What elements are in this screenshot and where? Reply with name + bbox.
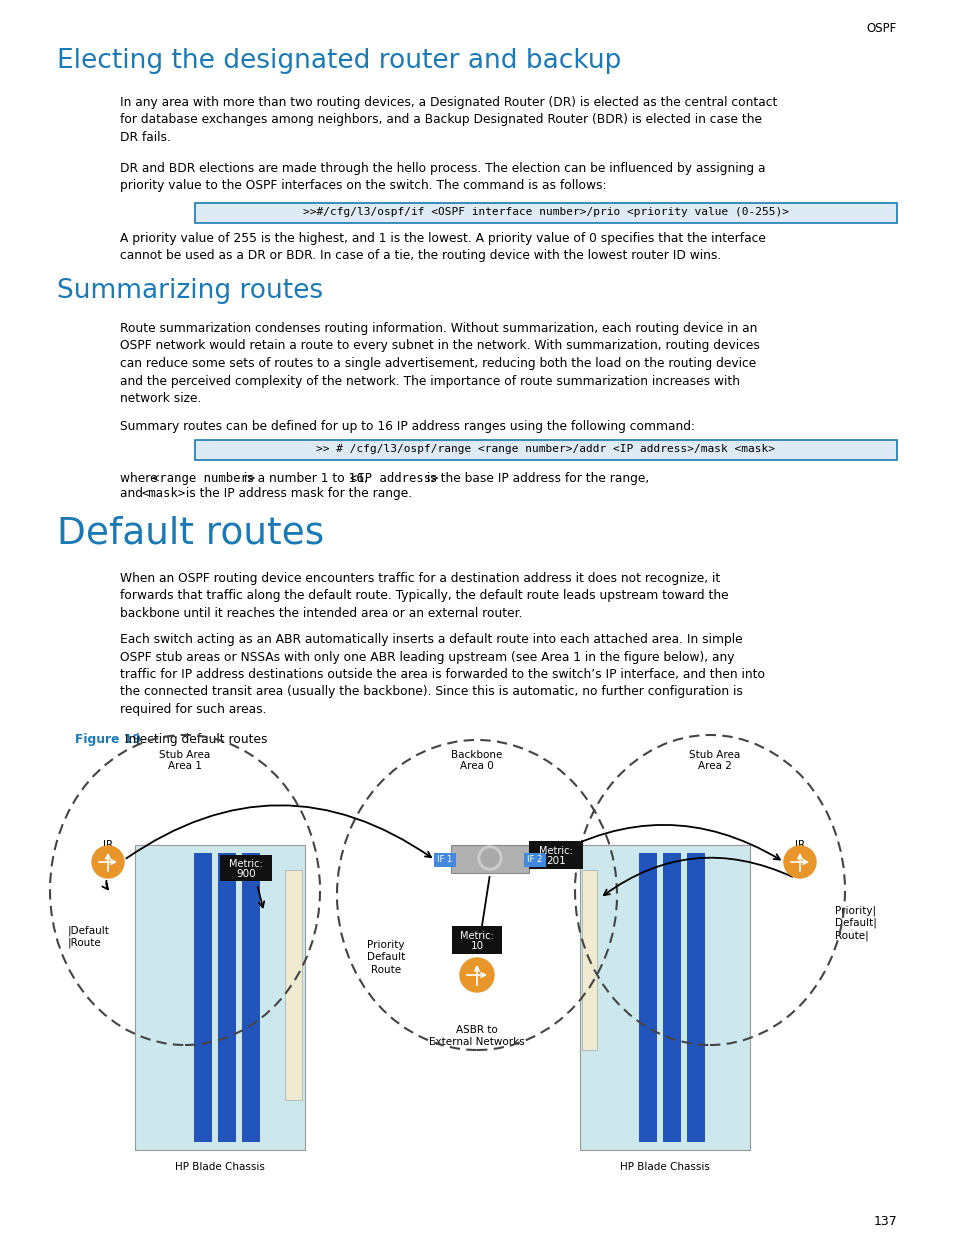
Text: Priority
Default
Route: Priority Default Route bbox=[367, 940, 405, 974]
Text: DR and BDR elections are made through the hello process. The election can be inf: DR and BDR elections are made through th… bbox=[120, 162, 764, 193]
FancyBboxPatch shape bbox=[529, 841, 582, 869]
FancyBboxPatch shape bbox=[434, 853, 456, 867]
Text: When an OSPF routing device encounters traffic for a destination address it does: When an OSPF routing device encounters t… bbox=[120, 572, 728, 620]
Text: Default routes: Default routes bbox=[57, 516, 324, 552]
Text: Metric:: Metric: bbox=[229, 860, 263, 869]
Text: Priority|
Default|
Route|: Priority| Default| Route| bbox=[834, 905, 876, 941]
Text: where: where bbox=[120, 472, 161, 485]
Text: Backbone: Backbone bbox=[451, 750, 502, 760]
Text: Area 0: Area 0 bbox=[459, 761, 494, 771]
Text: Route summarization condenses routing information. Without summarization, each r: Route summarization condenses routing in… bbox=[120, 322, 760, 405]
Text: IR: IR bbox=[794, 840, 804, 850]
Text: ASBR to
External Networks: ASBR to External Networks bbox=[429, 1025, 524, 1047]
Text: Summarizing routes: Summarizing routes bbox=[57, 278, 323, 304]
Circle shape bbox=[459, 958, 494, 992]
Text: HP Blade Chassis: HP Blade Chassis bbox=[619, 1162, 709, 1172]
Text: IF 1: IF 1 bbox=[436, 856, 452, 864]
Text: In any area with more than two routing devices, a Designated Router (DR) is elec: In any area with more than two routing d… bbox=[120, 96, 777, 144]
Text: IF 2: IF 2 bbox=[527, 856, 542, 864]
FancyBboxPatch shape bbox=[242, 853, 260, 1142]
Text: IR: IR bbox=[103, 840, 113, 850]
FancyBboxPatch shape bbox=[523, 853, 545, 867]
Text: A priority value of 255 is the highest, and 1 is the lowest. A priority value of: A priority value of 255 is the highest, … bbox=[120, 232, 765, 263]
FancyBboxPatch shape bbox=[662, 853, 680, 1142]
Text: Area 2: Area 2 bbox=[698, 761, 731, 771]
Text: Summary routes can be defined for up to 16 IP address ranges using the following: Summary routes can be defined for up to … bbox=[120, 420, 695, 433]
FancyBboxPatch shape bbox=[220, 855, 272, 881]
Text: Electing the designated router and backup: Electing the designated router and backu… bbox=[57, 48, 620, 74]
FancyBboxPatch shape bbox=[194, 203, 896, 224]
Text: Metric:: Metric: bbox=[459, 931, 494, 941]
FancyBboxPatch shape bbox=[581, 869, 597, 1050]
FancyBboxPatch shape bbox=[218, 853, 236, 1142]
Text: Each switch acting as an ABR automatically inserts a default route into each att: Each switch acting as an ABR automatical… bbox=[120, 634, 764, 716]
FancyBboxPatch shape bbox=[194, 440, 896, 459]
Text: is the base IP address for the range,: is the base IP address for the range, bbox=[422, 472, 649, 485]
FancyBboxPatch shape bbox=[285, 869, 302, 1100]
FancyBboxPatch shape bbox=[194, 853, 213, 1142]
Text: OSPF: OSPF bbox=[866, 22, 896, 35]
Text: is the IP address mask for the range.: is the IP address mask for the range. bbox=[182, 487, 412, 500]
FancyBboxPatch shape bbox=[579, 845, 749, 1150]
Text: Metric:: Metric: bbox=[538, 846, 572, 856]
Circle shape bbox=[91, 846, 124, 878]
Text: >>#/cfg/l3/ospf/if <OSPF interface number>/prio <priority value (0-255)>: >>#/cfg/l3/ospf/if <OSPF interface numbe… bbox=[303, 207, 788, 217]
FancyBboxPatch shape bbox=[452, 926, 501, 953]
Text: 137: 137 bbox=[872, 1215, 896, 1228]
Text: ABR: ABR bbox=[494, 845, 516, 855]
Text: <range number>: <range number> bbox=[152, 472, 255, 485]
FancyBboxPatch shape bbox=[135, 845, 305, 1150]
Text: 900: 900 bbox=[236, 869, 255, 879]
Circle shape bbox=[783, 846, 815, 878]
Text: Area 1: Area 1 bbox=[168, 761, 202, 771]
Text: Figure 19: Figure 19 bbox=[75, 734, 141, 746]
Text: Stub Area: Stub Area bbox=[689, 750, 740, 760]
Text: HP Blade Chassis: HP Blade Chassis bbox=[175, 1162, 265, 1172]
Text: is a number 1 to 16,: is a number 1 to 16, bbox=[240, 472, 372, 485]
Text: Injecting default routes: Injecting default routes bbox=[121, 734, 267, 746]
FancyBboxPatch shape bbox=[451, 845, 529, 873]
Text: 10: 10 bbox=[470, 941, 483, 951]
Text: and: and bbox=[120, 487, 147, 500]
Text: 201: 201 bbox=[545, 856, 565, 866]
Text: <mask>: <mask> bbox=[142, 487, 186, 500]
Text: Stub Area: Stub Area bbox=[159, 750, 211, 760]
Text: >> # /cfg/l3/ospf/range <range number>/addr <IP address>/mask <mask>: >> # /cfg/l3/ospf/range <range number>/a… bbox=[316, 445, 775, 454]
Text: <IP address>: <IP address> bbox=[350, 472, 438, 485]
Circle shape bbox=[480, 848, 498, 867]
Text: |Route: |Route bbox=[68, 939, 102, 948]
FancyBboxPatch shape bbox=[687, 853, 705, 1142]
FancyBboxPatch shape bbox=[639, 853, 657, 1142]
Text: |Default: |Default bbox=[68, 925, 110, 935]
Circle shape bbox=[477, 846, 501, 869]
